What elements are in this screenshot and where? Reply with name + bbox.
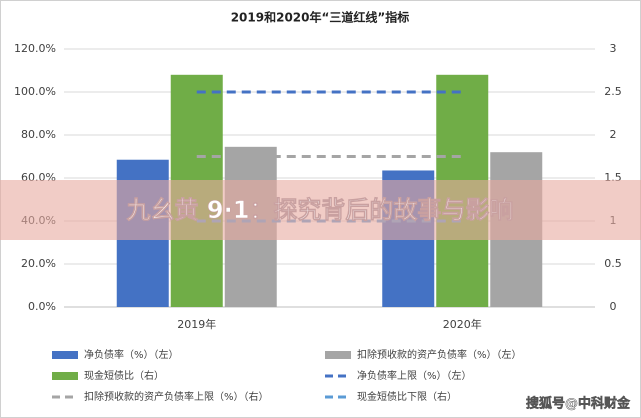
y-tick-label: 0.0% bbox=[28, 300, 56, 313]
banner-band bbox=[0, 180, 641, 240]
legend-label: 现金短债比下限（右） bbox=[357, 390, 457, 403]
y2-tick-label: 2.5 bbox=[604, 85, 622, 98]
legend-label: 扣除预收款的资产负债率上限（%）（右） bbox=[84, 390, 269, 403]
x-tick-label: 2019年 bbox=[177, 317, 216, 331]
legend-label: 净负债率（%）（左） bbox=[84, 348, 179, 361]
legend-label: 现金短债比（右） bbox=[84, 369, 164, 382]
legend-swatch bbox=[52, 351, 78, 359]
legend-label: 扣除预收款的资产负债率（%）（左） bbox=[357, 348, 522, 361]
y-tick-label: 120.0% bbox=[14, 42, 56, 55]
y2-tick-label: 0 bbox=[610, 300, 617, 313]
y2-tick-label: 2 bbox=[610, 128, 617, 141]
y-tick-label: 100.0% bbox=[14, 85, 56, 98]
y-tick-label: 20.0% bbox=[21, 257, 56, 270]
y-tick-label: 80.0% bbox=[21, 128, 56, 141]
watermark: 搜狐号@中科财金 bbox=[526, 396, 631, 412]
legend-swatch bbox=[325, 351, 351, 359]
banner-text: 九幺黄 9·1：探究背后的故事与影响 bbox=[126, 196, 514, 224]
legend-swatch bbox=[52, 372, 78, 380]
y2-tick-label: 0.5 bbox=[604, 257, 622, 270]
legend-label: 净负债率上限（%）（左） bbox=[357, 369, 472, 382]
x-tick-label: 2020年 bbox=[443, 317, 482, 331]
y2-tick-label: 3 bbox=[610, 42, 617, 55]
chart-title: 2019和2020年“三道红线”指标 bbox=[231, 10, 410, 25]
